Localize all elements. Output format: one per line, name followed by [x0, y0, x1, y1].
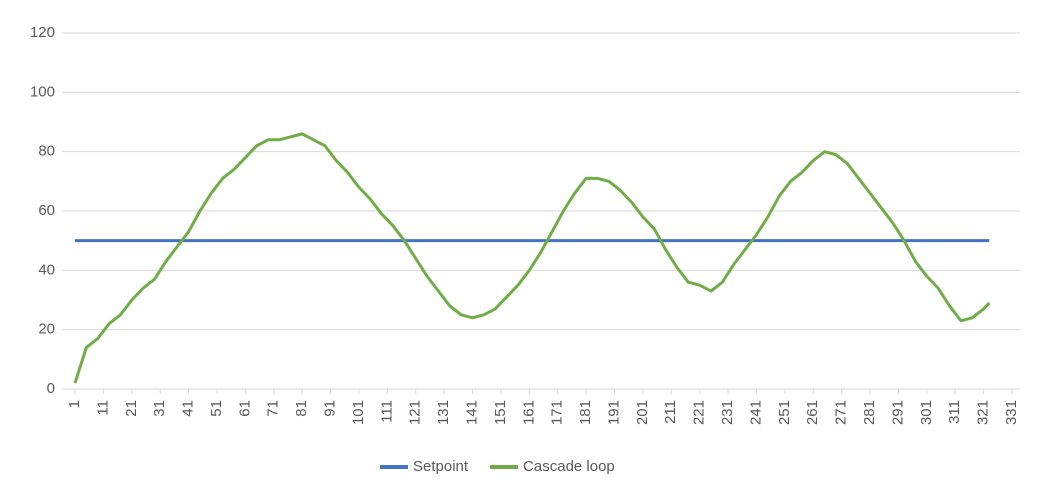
x-tick-label: 271 [833, 400, 850, 425]
series-line [73, 132, 991, 384]
x-tick-label: 231 [719, 400, 736, 425]
x-tick-label: 31 [151, 400, 168, 417]
x-tick-label: 211 [662, 400, 679, 424]
x-tick-label: 201 [634, 400, 651, 425]
x-tick-label: 311 [946, 400, 963, 424]
x-tick-label: 1 [66, 400, 83, 408]
x-tick-label: 181 [577, 400, 594, 425]
y-tick-label: 40 [38, 261, 55, 278]
x-tick-label: 191 [605, 400, 622, 425]
x-tick-label: 111 [378, 400, 395, 423]
x-tick-label: 101 [350, 400, 367, 425]
y-tick-label: 60 [38, 202, 55, 219]
x-tick-label: 301 [918, 400, 935, 425]
x-tick-label: 221 [691, 400, 708, 425]
x-tick-label: 61 [236, 400, 253, 417]
y-tick-label: 0 [47, 380, 55, 397]
x-tick-label: 261 [804, 400, 821, 425]
y-tick-label: 100 [30, 83, 55, 100]
x-tick-label: 161 [520, 400, 537, 425]
x-tick-label: 91 [322, 400, 339, 417]
x-tick-label: 121 [407, 400, 424, 425]
x-tick-label: 21 [123, 400, 140, 417]
x-tick-label: 251 [776, 400, 793, 425]
x-tick-label: 131 [435, 400, 452, 425]
legend-label: Cascade loop [523, 458, 615, 475]
x-tick-label: 71 [265, 400, 282, 417]
x-tick-label: 331 [1003, 400, 1020, 425]
y-tick-label: 120 [30, 24, 55, 41]
x-tick-label: 171 [549, 400, 566, 425]
legend-label: Setpoint [413, 458, 469, 475]
x-tick-label: 321 [975, 400, 992, 425]
y-tick-label: 80 [38, 143, 55, 160]
x-tick-label: 51 [208, 400, 225, 417]
x-tick-label: 141 [463, 400, 480, 425]
x-tick-label: 81 [293, 400, 310, 417]
x-tick-label: 241 [747, 400, 764, 425]
x-tick-label: 41 [180, 400, 197, 417]
x-tick-label: 291 [889, 400, 906, 425]
x-tick-label: 281 [861, 400, 878, 425]
x-tick-label: 11 [94, 400, 111, 416]
x-tick-label: 151 [492, 400, 509, 425]
y-tick-label: 20 [38, 321, 55, 338]
